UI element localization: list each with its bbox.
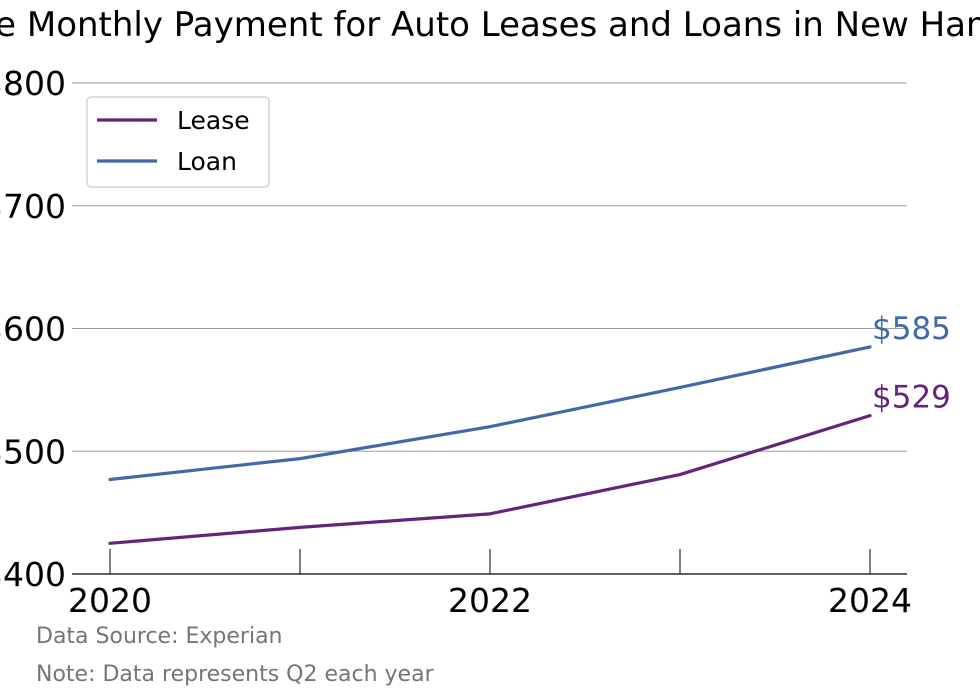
y-tick-label: $700 — [0, 187, 66, 226]
series-line-lease — [108, 414, 872, 545]
legend-label-lease: Lease — [177, 106, 250, 135]
series-line-loan — [108, 345, 872, 482]
x-tick-label: 2022 — [448, 581, 532, 620]
y-tick-label: $400 — [0, 555, 66, 594]
chart: Average Monthly Payment for Auto Leases … — [0, 5, 980, 620]
x-tick-label: 2024 — [828, 581, 912, 620]
end-labels: $529 $585 — [872, 311, 951, 416]
chart-title: Average Monthly Payment for Auto Leases … — [0, 5, 980, 45]
end-label-lease: $529 — [872, 380, 951, 416]
end-label-loan: $585 — [872, 311, 951, 347]
legend-label-loan: Loan — [177, 147, 237, 176]
data-source-note: Data Source: Experian — [36, 624, 283, 649]
y-tick-label: $600 — [0, 310, 66, 349]
y-axis: $400 $500 $600 $700 $800 — [0, 64, 66, 594]
y-tick-label: $500 — [0, 432, 66, 471]
x-axis: 2020 2022 2024 — [68, 549, 912, 620]
x-tick-label: 2020 — [68, 581, 152, 620]
grid — [72, 82, 907, 452]
y-tick-label: $800 — [0, 64, 66, 103]
series-lines — [108, 345, 872, 545]
data-note: Note: Data represents Q2 each year — [36, 662, 434, 687]
legend: Lease Loan — [86, 96, 270, 188]
